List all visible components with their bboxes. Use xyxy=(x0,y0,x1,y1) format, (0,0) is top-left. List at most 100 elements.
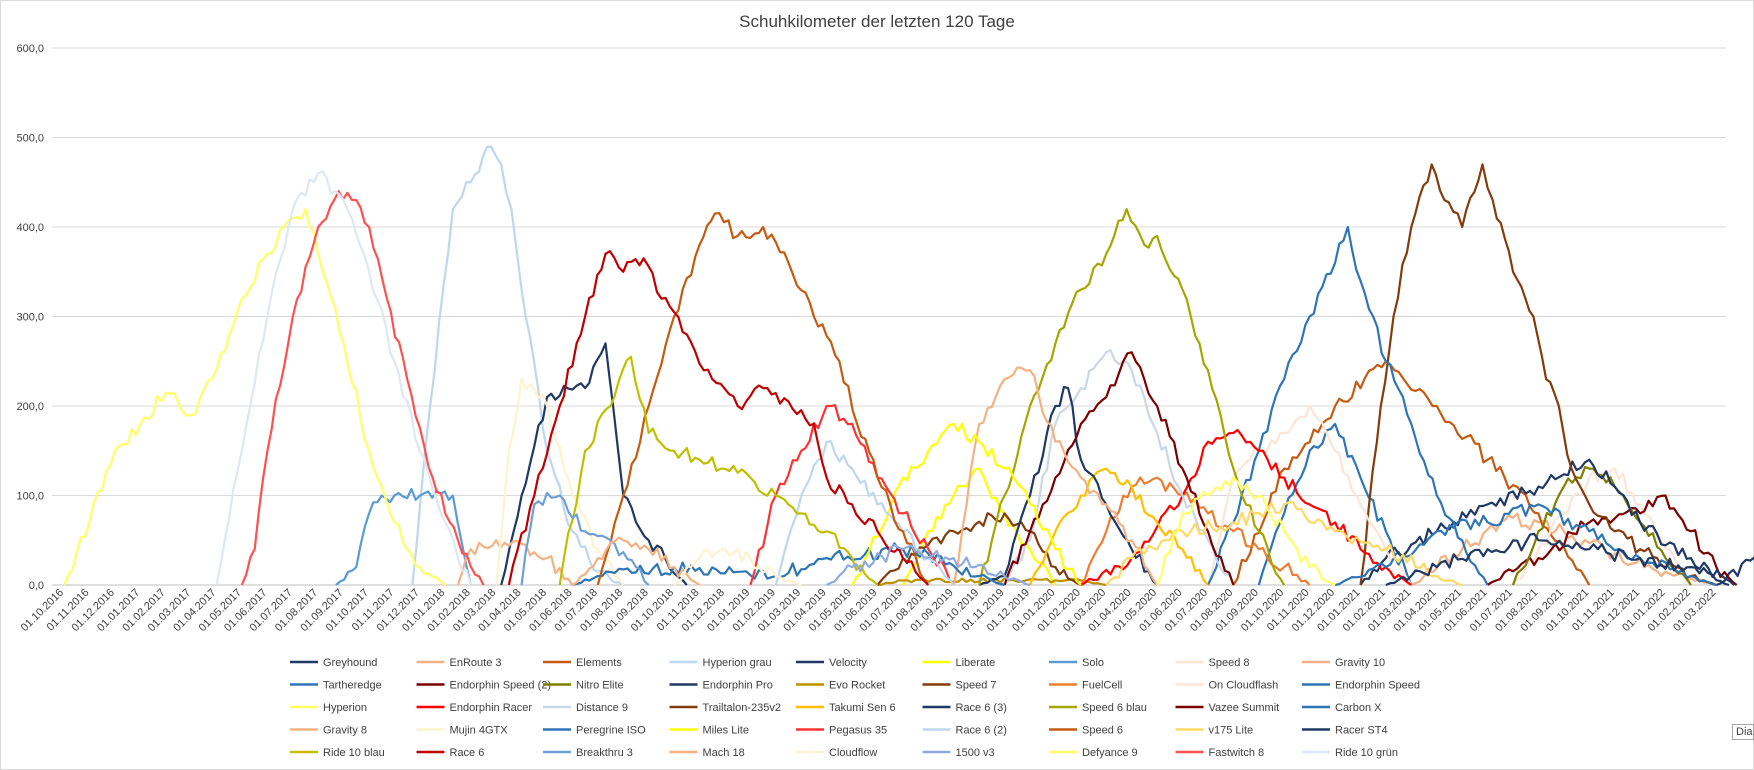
series-line-vazee-summit xyxy=(1003,351,1235,586)
legend-label: Mujin 4GTX xyxy=(450,725,509,737)
series-line-defyance-9 xyxy=(1156,476,1336,586)
y-tick-label: 400,0 xyxy=(16,222,44,234)
legend-entry: Evo Rocket xyxy=(796,680,885,692)
legend-entry: Solo xyxy=(1049,657,1104,669)
legend-label: Race 6 (2) xyxy=(956,725,1007,737)
legend-entry: Speed 8 xyxy=(1175,657,1250,669)
legend-entry: Hyperion xyxy=(290,702,367,714)
legend-label: Breakthru 3 xyxy=(576,747,633,759)
legend-entry: Racer ST4 xyxy=(1302,725,1388,737)
legend-entry: Pegasus 35 xyxy=(796,725,887,737)
legend-label: Race 6 xyxy=(450,747,485,759)
series-line-1500-v3 xyxy=(826,543,1031,587)
legend-label: Tartheredge xyxy=(323,680,382,692)
legend-label: Cloudflow xyxy=(829,747,877,759)
series-line-cloudflow xyxy=(673,547,802,587)
series-line-speed-8 xyxy=(1512,467,1692,586)
legend-label: Elements xyxy=(576,657,622,669)
legend-entry: Race 6 (2) xyxy=(922,725,1007,737)
legend-label: Endorphin Speed xyxy=(1335,680,1420,692)
y-tick-label: 600,0 xyxy=(16,43,44,55)
legend-entry: Velocity xyxy=(796,657,867,669)
legend-entry: Ride 10 grün xyxy=(1302,747,1398,759)
series-line-takumi-sen-6 xyxy=(1028,467,1209,586)
legend-entry: Nitro Elite xyxy=(543,680,624,692)
series-line-mach-18 xyxy=(571,536,701,586)
legend-label: v175 Lite xyxy=(1209,725,1254,737)
legend-label: Peregrine ISO xyxy=(576,725,646,737)
legend-entry: Race 6 (3) xyxy=(922,702,1007,714)
legend-entry: Gravity 10 xyxy=(1302,657,1385,669)
series-line-velocity xyxy=(500,342,688,586)
legend-entry: Defyance 9 xyxy=(1049,747,1138,759)
legend-entry: Endorphin Speed xyxy=(1302,680,1420,692)
legend-label: Miles Lite xyxy=(703,725,749,737)
chart-name-tooltip: Dia xyxy=(1732,724,1754,740)
y-axis-ticks: 0,0 100,0 200,0 300,0 400,0 500,0 600,0 xyxy=(16,43,44,592)
legend-label: Defyance 9 xyxy=(1082,747,1138,759)
series-line-ride-10-gr-n xyxy=(215,170,472,586)
legend-label: Endorphin Racer xyxy=(450,702,533,714)
legend-entry: Breakthru 3 xyxy=(543,747,633,759)
y-tick-label: 0,0 xyxy=(29,580,44,592)
legend-label: Liberate xyxy=(956,657,996,669)
legend-entry: Elements xyxy=(543,657,622,669)
series-line-nitro-elite xyxy=(1511,466,1692,586)
legend-entry: Endorphin Pro xyxy=(669,680,773,692)
legend-label: Speed 7 xyxy=(956,680,997,692)
series-line-speed-7 xyxy=(1359,163,1717,587)
legend-label: Velocity xyxy=(829,657,867,669)
legend-label: Hyperion xyxy=(323,702,367,714)
legend-label: FuelCell xyxy=(1082,680,1122,692)
series-line-race-6-2- xyxy=(774,440,955,586)
legend-label: Speed 8 xyxy=(1209,657,1250,669)
legend-entry: Hyperion grau xyxy=(669,657,772,669)
legend-label: Race 6 (3) xyxy=(956,702,1007,714)
legend-entry: FuelCell xyxy=(1049,680,1122,692)
series-line-hyperion xyxy=(62,208,446,586)
series-line-distance-9 xyxy=(1003,349,1235,586)
legend-entry: Peregrine ISO xyxy=(543,725,646,737)
legend-entry: 1500 v3 xyxy=(922,747,995,759)
legend-entry: Race 6 xyxy=(416,747,485,759)
y-tick-label: 500,0 xyxy=(16,133,44,145)
legend-entry: Distance 9 xyxy=(543,702,628,714)
series-line-breakthru-3 xyxy=(520,491,650,586)
series-line-gravity-10 xyxy=(456,539,574,586)
legend-entry: v175 Lite xyxy=(1175,725,1254,737)
series-line-endorphin-speed xyxy=(1207,225,1489,586)
gridlines xyxy=(52,47,1726,586)
legend-entry: Greyhound xyxy=(290,657,377,669)
legend-label: Carbon X xyxy=(1335,702,1382,714)
legend-entry: Miles Lite xyxy=(669,725,749,737)
legend-entry: Vazee Summit xyxy=(1175,702,1279,714)
legend-entry: Speed 7 xyxy=(922,680,997,692)
legend-label: Gravity 8 xyxy=(323,725,367,737)
legend-entry: Speed 6 xyxy=(1049,725,1123,737)
legend-label: Trailtalon-235v2 xyxy=(703,702,781,714)
series-line-greyhound xyxy=(1716,556,1754,587)
legend-entry: Endorphin Speed (2) xyxy=(416,680,551,692)
legend-entry: Takumi Sen 6 xyxy=(796,702,896,714)
series-line-v175-lite xyxy=(1105,500,1463,587)
legend-entry: Speed 6 blau xyxy=(1049,702,1147,714)
legend-label: Takumi Sen 6 xyxy=(829,702,896,714)
series-line-speed-6 xyxy=(596,212,930,586)
series-line-hyperion-grau xyxy=(411,145,624,586)
legend: Greyhound EnRoute 3 Elements Hyperion grau V… xyxy=(290,657,1420,759)
legend-entry: Mach 18 xyxy=(669,747,745,759)
legend-entry: Gravity 8 xyxy=(290,725,367,737)
y-tick-label: 300,0 xyxy=(16,312,44,324)
legend-label: 1500 v3 xyxy=(956,747,995,759)
series-line-mujin-4gtx xyxy=(495,378,625,586)
legend-label: Distance 9 xyxy=(576,702,628,714)
legend-entry: Liberate xyxy=(922,657,996,669)
series-line-race-6 xyxy=(507,250,930,586)
legend-label: Ride 10 grün xyxy=(1335,747,1398,759)
series-lines xyxy=(62,145,1754,587)
legend-entry: EnRoute 3 xyxy=(416,657,501,669)
series-line-on-cloudflash xyxy=(1206,404,1413,586)
legend-entry: Carbon X xyxy=(1302,702,1382,714)
legend-label: Mach 18 xyxy=(703,747,745,759)
